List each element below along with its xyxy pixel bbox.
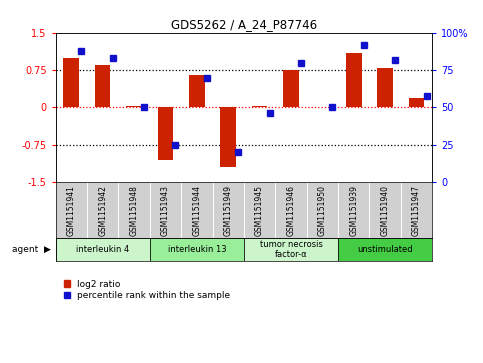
Bar (95, 65, 111, 107)
Text: unstimulated: unstimulated (357, 245, 413, 254)
Text: interleukin 13: interleukin 13 (168, 245, 226, 254)
Text: GSM1151945: GSM1151945 (255, 184, 264, 236)
Text: GSM1151949: GSM1151949 (224, 184, 233, 236)
Title: GDS5262 / A_24_P87746: GDS5262 / A_24_P87746 (171, 19, 317, 32)
Bar (220, 107, 236, 167)
Text: ▶: ▶ (43, 245, 50, 254)
Text: GSM1151944: GSM1151944 (192, 184, 201, 236)
Bar (56, 238, 150, 261)
Text: GSM1151943: GSM1151943 (161, 184, 170, 236)
Bar (150, 238, 244, 261)
Text: GSM1151946: GSM1151946 (286, 184, 296, 236)
Text: interleukin 4: interleukin 4 (76, 245, 129, 254)
Bar (409, 98, 425, 107)
Text: agent: agent (12, 245, 41, 254)
Bar (157, 107, 173, 160)
Text: GSM1151947: GSM1151947 (412, 184, 421, 236)
Bar (244, 238, 338, 261)
Legend: log2 ratio, percentile rank within the sample: log2 ratio, percentile rank within the s… (60, 276, 234, 304)
Text: tumor necrosis
factor-α: tumor necrosis factor-α (259, 240, 323, 259)
Bar (126, 106, 142, 107)
Text: GSM1151948: GSM1151948 (129, 185, 139, 236)
Text: GSM1151940: GSM1151940 (381, 184, 390, 236)
Text: GSM1151939: GSM1151939 (349, 184, 358, 236)
Bar (252, 106, 268, 107)
Bar (338, 238, 432, 261)
Bar (63, 58, 79, 107)
Bar (189, 75, 205, 107)
Bar (346, 53, 362, 107)
Bar (377, 68, 393, 107)
Text: GSM1151941: GSM1151941 (67, 185, 76, 236)
Bar (283, 70, 299, 107)
Text: GSM1151950: GSM1151950 (318, 184, 327, 236)
Text: GSM1151942: GSM1151942 (98, 185, 107, 236)
